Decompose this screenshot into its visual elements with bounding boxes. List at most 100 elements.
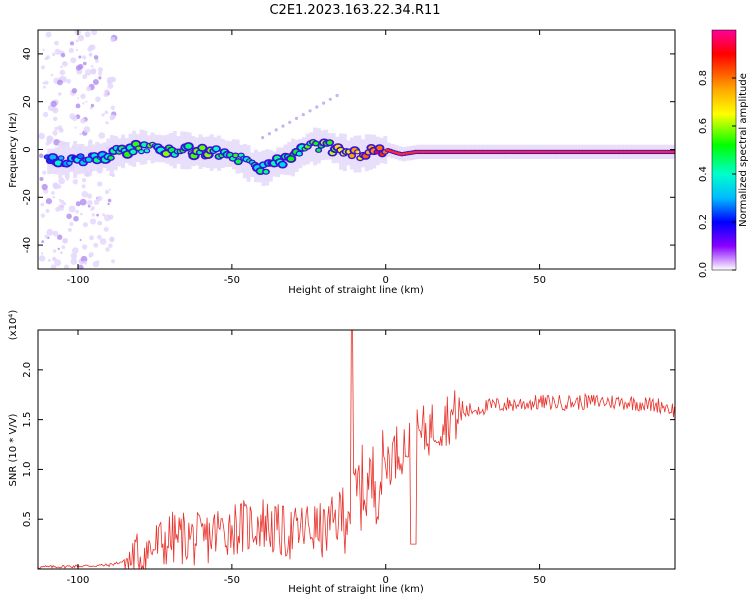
spectrogram-noise-mark — [75, 210, 79, 214]
snr-panel: -100 -50 0 50 0.5 1.0 1.5 2.0 Height of straig… — [8, 310, 676, 595]
spectrogram-marks — [38, 30, 675, 269]
spectrogram-noise-mark — [75, 48, 78, 52]
spectrogram-noise-mark — [93, 55, 99, 60]
spectrogram-noise-mark — [101, 113, 105, 117]
spectrogram-noise-mark — [102, 213, 106, 217]
colorbar: 0.0 0.2 0.4 0.6 0.8 Normalized spectral ampl… — [698, 29, 749, 278]
spectrogram-noise-mark — [80, 261, 84, 265]
spectrogram-noise-mark — [75, 39, 79, 43]
spectrogram-ridge-line — [385, 148, 675, 156]
spectrogram-ridge-core — [233, 153, 238, 158]
spectrogram-ridge-core — [257, 168, 264, 174]
spectrogram-noise-mark — [90, 68, 97, 75]
spectrogram-noise-mark — [90, 208, 93, 211]
spectrogram-ridge-core — [349, 153, 355, 158]
spectrogram-noise-mark — [78, 55, 82, 59]
spectrogram-noise-mark — [70, 57, 77, 64]
spectrogram-noise-mark — [54, 126, 59, 131]
spectrogram-noise-mark — [294, 116, 299, 120]
spectrogram-noise-mark — [301, 113, 305, 117]
spectrogram-noise-mark — [46, 228, 54, 236]
spectrogram-noise-mark — [42, 85, 46, 89]
spectrogram-noise-mark — [72, 247, 79, 254]
spectrogram-ridge-core — [49, 154, 57, 160]
spectrogram-ridge-core — [162, 151, 170, 157]
colorbar-tick-label: 0.4 — [698, 166, 709, 182]
spectrogram-noise-mark — [97, 234, 102, 240]
spectrogram-noise-mark — [103, 226, 109, 232]
spectrogram-noise-mark — [90, 103, 95, 108]
spectrogram-noise-mark — [54, 48, 61, 55]
spectrogram-ridge-core — [132, 141, 140, 147]
spectrogram-noise-mark — [42, 170, 47, 175]
snr-multiplier: (x10⁴) — [8, 310, 19, 341]
spectrogram-noise-mark — [288, 120, 292, 124]
spectrogram-noise-mark — [80, 117, 86, 124]
spectrogram-noise-mark — [110, 118, 114, 121]
spectrogram-noise-mark — [108, 188, 111, 191]
spectrogram-noise-mark — [95, 59, 99, 63]
spectrogram-ridge-core — [313, 141, 319, 146]
spectrogram-ridge-core — [213, 146, 220, 151]
spectrogram-noise-mark — [53, 139, 60, 146]
spectrogram-ridge-core — [130, 149, 137, 154]
spectrogram-noise-mark — [64, 264, 69, 269]
spectrogram-noise-mark — [84, 69, 92, 76]
spectrogram-noise-mark — [67, 227, 72, 232]
spectrogram-noise-mark — [89, 52, 93, 56]
spectrogram-noise-mark — [66, 213, 72, 220]
spectrogram-y-tick-label: 0 — [22, 146, 33, 152]
spectrogram-noise-mark — [58, 177, 65, 185]
spectrogram-noise-mark — [79, 132, 82, 136]
spectrogram-ridge-core — [376, 145, 383, 151]
spectrogram-noise-mark — [83, 260, 88, 265]
spectrogram-panel: -100 -50 0 50 -40 -20 0 20 40 Height of straigh… — [8, 29, 676, 296]
spectrogram-noise-mark — [50, 191, 55, 195]
spectrogram-noise-mark — [82, 102, 85, 105]
spectrogram-noise-mark — [60, 53, 66, 58]
spectrogram-y-tick-label: -40 — [22, 237, 33, 253]
spectrogram-x-tick-label: -100 — [67, 275, 90, 286]
spectrogram-ridge-core — [78, 154, 83, 159]
spectrogram-ridge-core — [144, 149, 149, 153]
spectrogram-noise-mark — [58, 92, 62, 96]
spectrogram-y-ticks: -40 -20 0 20 40 — [22, 48, 675, 253]
spectrogram-ridge-core — [287, 156, 295, 162]
spectrogram-y-tick-label: -20 — [22, 189, 33, 205]
spectrogram-noise-mark — [108, 214, 114, 220]
spectrogram-halo-mark — [327, 133, 332, 160]
spectrogram-noise-mark — [81, 178, 87, 183]
spectrogram-noise-mark — [77, 97, 79, 100]
spectrogram-noise-mark — [72, 179, 79, 185]
spectrogram-noise-mark — [50, 100, 57, 108]
spectrogram-noise-mark — [82, 222, 88, 228]
spectrogram-noise-mark — [50, 73, 54, 77]
spectrogram-x-ticks: -100 -50 0 50 — [67, 30, 546, 286]
spectrogram-noise-mark — [104, 189, 110, 195]
spectrogram-ridge-core — [185, 143, 192, 149]
spectrogram-noise-mark — [57, 247, 60, 251]
snr-marks — [38, 330, 675, 569]
spectrogram-noise-mark — [75, 201, 81, 207]
spectrogram-noise-mark — [322, 101, 326, 105]
snr-y-tick-label: 2.0 — [22, 362, 33, 378]
spectrogram-noise-mark — [83, 126, 91, 133]
snr-x-tick-label: 50 — [533, 575, 546, 586]
spectrogram-noise-mark — [79, 198, 87, 206]
spectrogram-noise-mark — [274, 128, 278, 132]
spectrogram-noise-mark — [261, 136, 265, 140]
spectrogram-ridge-core — [67, 161, 72, 165]
colorbar-gradient — [711, 29, 737, 271]
spectrogram-noise-mark — [98, 132, 106, 139]
spectrogram-noise-mark — [47, 258, 51, 262]
snr-y-tick-label: 1.0 — [22, 461, 33, 477]
spectrogram-noise-mark — [81, 190, 88, 198]
spectrogram-noise-mark — [52, 249, 57, 253]
spectrogram-y-tick-label: 20 — [22, 95, 33, 108]
spectrogram-noise-mark — [54, 40, 59, 46]
spectrogram-noise-mark — [80, 212, 83, 216]
spectrogram-halo-mark — [313, 127, 318, 166]
spectrogram-noise-mark — [52, 116, 58, 122]
colorbar-tick-label: 0.6 — [698, 118, 709, 134]
